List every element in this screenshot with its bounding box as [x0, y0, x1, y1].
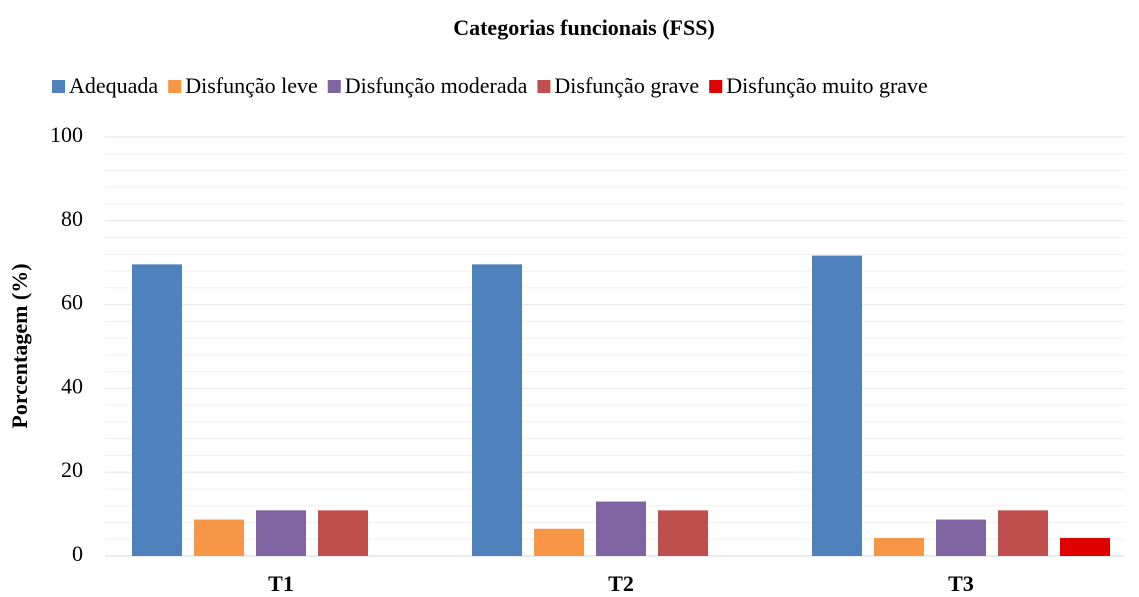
legend-label: Disfunção moderada: [345, 73, 528, 98]
y-tick-label: 60: [61, 290, 83, 315]
y-tick-label: 20: [61, 457, 83, 482]
bar: [318, 510, 368, 556]
bar: [472, 264, 522, 556]
legend-label: Disfunção muito grave: [726, 73, 928, 98]
y-tick-label: 80: [61, 206, 83, 231]
legend-swatch: [709, 80, 723, 93]
legend-swatch: [537, 80, 551, 93]
bar: [132, 264, 182, 556]
bar: [596, 501, 646, 556]
x-tick-label: T1: [268, 571, 294, 596]
legend-swatch: [168, 80, 182, 93]
legend-label: Disfunção grave: [554, 73, 699, 98]
y-tick-label: 100: [50, 122, 83, 147]
y-axis-label: Porcentagem (%): [7, 263, 32, 428]
y-tick-label: 40: [61, 373, 83, 398]
legend-label: Disfunção leve: [185, 73, 318, 98]
bar: [936, 519, 986, 556]
legend-swatch: [327, 80, 341, 93]
bar: [812, 255, 862, 556]
bar: [256, 510, 306, 556]
bar: [534, 528, 584, 556]
bar: [1060, 537, 1110, 556]
x-tick-label: T2: [608, 571, 634, 596]
chart-title: Categorias funcionais (FSS): [453, 15, 715, 40]
bar: [998, 510, 1048, 556]
bar: [874, 537, 924, 556]
bar: [194, 519, 244, 556]
bar: [658, 510, 708, 556]
legend-label: Adequada: [69, 73, 158, 98]
legend-swatch: [52, 80, 65, 93]
x-tick-label: T3: [948, 571, 974, 596]
y-tick-label: 0: [72, 541, 83, 566]
